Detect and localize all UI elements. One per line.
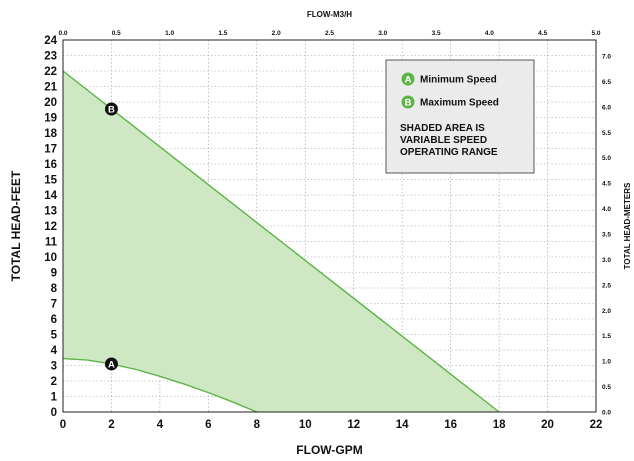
legend-badge-letter: A bbox=[405, 75, 412, 86]
y-tick-label: 12 bbox=[44, 221, 57, 233]
y-axis-title: TOTAL HEAD-FEET bbox=[9, 170, 23, 281]
y-tick-label: 6 bbox=[51, 314, 57, 326]
minimum-speed-curve bbox=[62, 357, 258, 413]
y-tick-label: 4 bbox=[51, 345, 58, 357]
right-tick-label: 3.0 bbox=[602, 257, 611, 264]
x-tick-label: 10 bbox=[299, 419, 312, 431]
x-axis-title: FLOW-GPM bbox=[296, 443, 362, 457]
legend-badge-a bbox=[401, 72, 415, 86]
x-tick-label: 16 bbox=[444, 419, 457, 431]
legend-badge-b bbox=[401, 95, 415, 109]
y-tick-label: 1 bbox=[51, 392, 58, 404]
right-tick-label: 6.5 bbox=[602, 79, 611, 86]
legend-item-label: Maximum Speed bbox=[420, 98, 499, 109]
top-tick-label: 0.0 bbox=[58, 30, 67, 37]
y-tick-label: 0 bbox=[51, 407, 57, 419]
tick-labels: 0123456789101112131415161718192021222324… bbox=[44, 30, 611, 431]
top-tick-label: 3.5 bbox=[432, 30, 441, 37]
y-tick-label: 17 bbox=[44, 144, 57, 156]
speed-curves bbox=[62, 70, 500, 413]
y-tick-label: 22 bbox=[44, 66, 57, 78]
legend-note: SHADED AREA IS VARIABLE SPEED OPERATING … bbox=[400, 123, 498, 158]
legend-badge-letter: B bbox=[405, 98, 412, 109]
y-tick-label: 19 bbox=[44, 113, 57, 125]
legend-items: A Minimum Speed B Maximum Speed bbox=[401, 72, 499, 109]
x-tick-label: 8 bbox=[254, 419, 261, 431]
right-axis-title: TOTAL HEAD-METERS bbox=[623, 182, 632, 269]
top-tick-label: 2.0 bbox=[272, 30, 281, 37]
y-tick-label: 14 bbox=[44, 190, 57, 202]
maximum-speed-curve bbox=[62, 70, 500, 413]
top-tick-label: 2.5 bbox=[325, 30, 334, 37]
y-tick-label: 9 bbox=[51, 268, 57, 280]
y-tick-label: 20 bbox=[44, 97, 57, 109]
y-tick-label: 24 bbox=[44, 35, 57, 47]
y-tick-label: 13 bbox=[44, 206, 57, 218]
right-tick-label: 3.5 bbox=[602, 232, 611, 239]
curve-marker-letter: B bbox=[108, 104, 115, 115]
top-tick-label: 0.5 bbox=[112, 30, 121, 37]
y-tick-label: 2 bbox=[51, 376, 57, 388]
curve-markers: AB bbox=[104, 102, 118, 371]
top-tick-label: 1.5 bbox=[218, 30, 227, 37]
top-tick-label: 4.5 bbox=[538, 30, 547, 37]
legend: A Minimum Speed B Maximum Speed SHADED AREA… bbox=[385, 59, 535, 174]
y-tick-label: 8 bbox=[51, 283, 58, 295]
legend-note-line: VARIABLE SPEED bbox=[400, 135, 487, 146]
top-tick-label: 4.0 bbox=[485, 30, 494, 37]
right-tick-label: 6.0 bbox=[602, 104, 611, 111]
plot-frame bbox=[62, 39, 597, 413]
curve-marker-b bbox=[104, 102, 118, 116]
right-tick-label: 4.0 bbox=[602, 206, 611, 213]
legend-note-line: SHADED AREA IS bbox=[400, 123, 485, 134]
y-tick-label: 23 bbox=[44, 51, 57, 63]
top-tick-label: 3.0 bbox=[378, 30, 387, 37]
y-tick-label: 21 bbox=[44, 82, 57, 94]
curve-marker-a bbox=[104, 357, 118, 371]
y-tick-label: 11 bbox=[45, 237, 58, 249]
right-tick-label: 2.0 bbox=[602, 308, 611, 315]
x-tick-label: 4 bbox=[157, 419, 164, 431]
y-tick-label: 16 bbox=[44, 159, 57, 171]
x-tick-label: 12 bbox=[347, 419, 360, 431]
right-tick-label: 4.5 bbox=[602, 181, 611, 188]
y-tick-label: 3 bbox=[51, 361, 57, 373]
legend-note-line: OPERATING RANGE bbox=[400, 147, 498, 158]
right-tick-label: 5.5 bbox=[602, 130, 611, 137]
y-tick-label: 7 bbox=[51, 299, 57, 311]
right-tick-label: 1.0 bbox=[602, 359, 611, 366]
top-axis-title: FLOW-M3/H bbox=[307, 10, 352, 19]
top-tick-label: 1.0 bbox=[165, 30, 174, 37]
top-tick-label: 5.0 bbox=[591, 30, 600, 37]
x-tick-label: 14 bbox=[396, 419, 409, 431]
curve-marker-letter: A bbox=[108, 359, 115, 370]
right-tick-label: 7.0 bbox=[602, 54, 611, 61]
right-tick-label: 5.0 bbox=[602, 155, 611, 162]
y-tick-label: 18 bbox=[44, 128, 57, 140]
y-tick-label: 15 bbox=[44, 175, 57, 187]
x-tick-label: 2 bbox=[108, 419, 114, 431]
x-tick-label: 22 bbox=[590, 419, 603, 431]
x-tick-label: 18 bbox=[493, 419, 506, 431]
legend-item-label: Minimum Speed bbox=[420, 75, 497, 86]
right-tick-label: 1.5 bbox=[602, 333, 611, 340]
right-tick-label: 0.0 bbox=[602, 410, 611, 417]
right-tick-label: 0.5 bbox=[602, 384, 611, 391]
y-tick-label: 5 bbox=[51, 330, 58, 342]
x-tick-label: 6 bbox=[205, 419, 211, 431]
x-tick-label: 0 bbox=[60, 419, 66, 431]
right-tick-label: 2.5 bbox=[602, 282, 611, 289]
x-tick-label: 20 bbox=[541, 419, 554, 431]
y-tick-label: 10 bbox=[44, 252, 57, 264]
